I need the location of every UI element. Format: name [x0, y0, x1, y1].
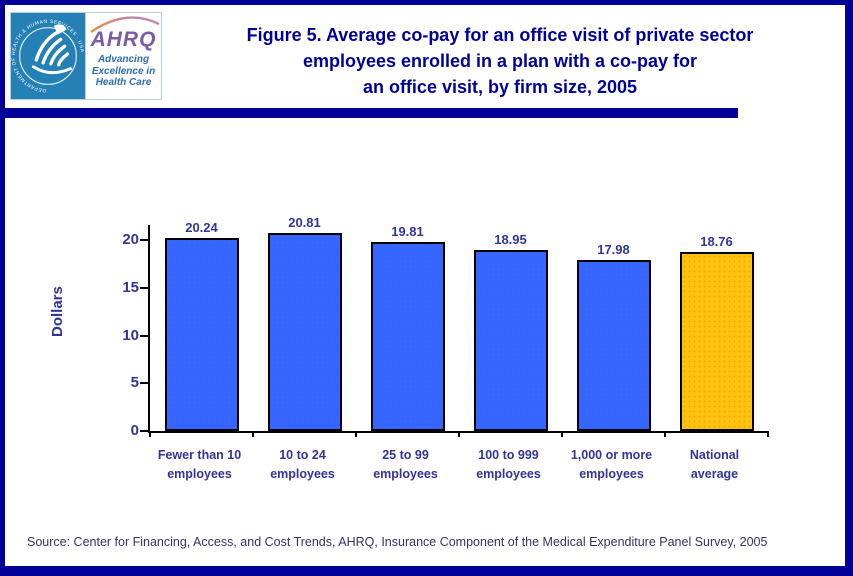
figure-title-line: employees enrolled in a plan with a co-p…: [302, 51, 698, 71]
bar-value-label: 18.95: [494, 232, 527, 248]
y-tick: [140, 334, 149, 337]
ahrq-tagline: Advancing Excellence in Health Care: [92, 54, 155, 89]
ahrq-rainbow-arc-icon: [90, 16, 160, 33]
figure-title-line: Figure 5. Average co-pay for an office v…: [246, 25, 754, 45]
bar-value-label: 17.98: [597, 241, 630, 257]
bar-value-label: 19.81: [391, 224, 424, 240]
x-tick: [355, 431, 357, 437]
x-tick: [664, 431, 666, 437]
ahrq-tagline-line: Health Care: [95, 77, 152, 88]
bar-value-label: 18.76: [700, 234, 733, 250]
y-tick: [140, 239, 149, 242]
bar-column: 20.24: [150, 220, 253, 431]
ahrq-wordmark: AHRQ: [90, 28, 157, 51]
bar-value-label: 20.24: [185, 219, 218, 235]
y-axis-label: Dollars: [49, 286, 66, 338]
x-tick: [252, 431, 254, 437]
x-tick: [767, 431, 769, 437]
ahrq-logo: AHRQ Advancing Excellence in Health Care: [85, 13, 161, 99]
x-tick: [149, 431, 151, 437]
bar-column: 17.98: [562, 242, 665, 431]
hhs-eagle-icon: DEPARTMENT OF HEALTH & HUMAN SERVICES · …: [11, 19, 85, 93]
bar-column: 19.81: [356, 224, 459, 431]
svg-text:DEPARTMENT OF HEALTH & HUMAN S: DEPARTMENT OF HEALTH & HUMAN SERVICES · …: [11, 19, 85, 93]
bar-column: 20.81: [253, 215, 356, 431]
x-category-label: 100 to 999 employees: [476, 448, 541, 481]
y-tick: [140, 286, 149, 289]
ahrq-tagline-line: Advancing: [97, 54, 150, 65]
x-tick: [458, 431, 460, 437]
x-tick: [561, 431, 563, 437]
hhs-ahrq-logo: DEPARTMENT OF HEALTH & HUMAN SERVICES · …: [10, 12, 162, 100]
x-category-label: Fewer than 10 employees: [157, 448, 242, 481]
x-category-label: 1,000 or more employees: [570, 448, 653, 481]
y-tick-label: 10: [122, 326, 139, 344]
figure-title-line: an office visit, by firm size, 2005: [362, 77, 638, 97]
x-axis-category-labels: Fewer than 10 employees 10 to 24 employee…: [148, 446, 766, 484]
x-category-label: National average: [689, 448, 740, 481]
bar: [370, 242, 445, 431]
x-category-label: 10 to 24 employees: [270, 448, 335, 481]
bar: [679, 252, 754, 431]
y-tick: [140, 430, 149, 432]
y-tick-label: 0: [130, 422, 139, 439]
bar: [164, 237, 239, 431]
y-tick-label: 20: [122, 231, 139, 249]
bar: [267, 232, 342, 431]
x-category-label: 25 to 99 employees: [373, 448, 438, 481]
source-note: Source: Center for Financing, Access, an…: [27, 535, 768, 549]
bar: [576, 259, 651, 431]
plot-area: 0 5 10 15 20 20.24 20.81 19.81 18.95 17.98 18.76: [122, 215, 769, 439]
bar-column: 18.76: [665, 234, 768, 431]
hhs-seal-circular-text: DEPARTMENT OF HEALTH & HUMAN SERVICES · …: [11, 19, 85, 93]
ahrq-tagline-line: Excellence in: [91, 65, 156, 77]
y-tick: [140, 382, 149, 385]
y-tick-label: 15: [122, 278, 139, 296]
title-divider-rule: [5, 108, 738, 118]
bar: [473, 250, 548, 431]
bars-container: 20.24 20.81 19.81 18.95 17.98 18.76: [150, 215, 768, 431]
hhs-seal-icon: DEPARTMENT OF HEALTH & HUMAN SERVICES · …: [11, 13, 85, 99]
bar-value-label: 20.81: [288, 214, 321, 230]
figure-title: Figure 5. Average co-pay for an office v…: [155, 22, 845, 100]
y-tick-label: 5: [130, 374, 139, 392]
bar-column: 18.95: [459, 232, 562, 431]
